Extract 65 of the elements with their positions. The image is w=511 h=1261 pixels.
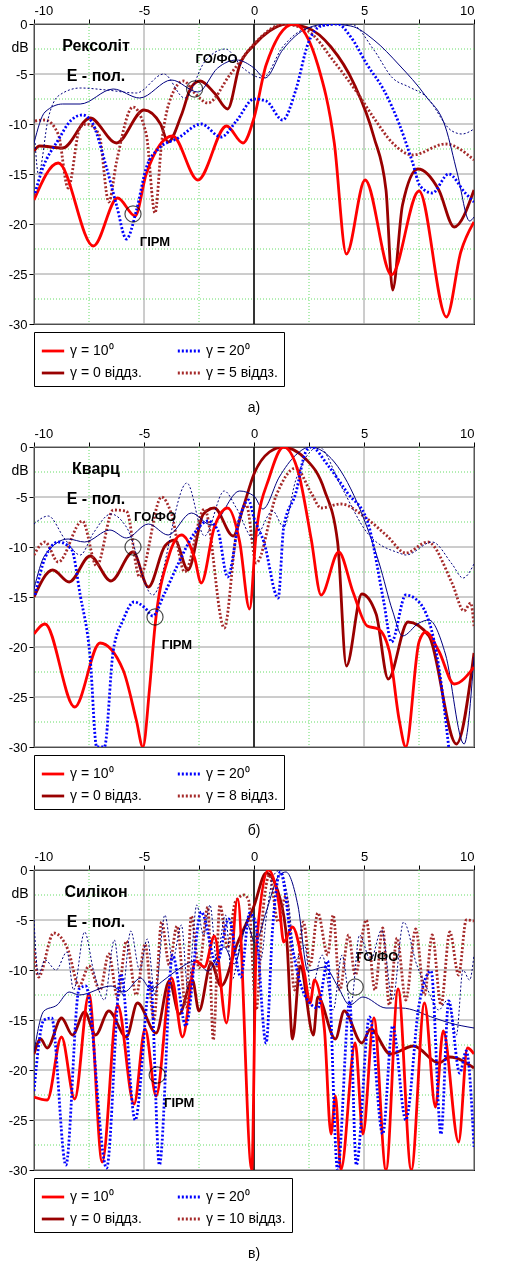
y-tick-label: -5 bbox=[15, 489, 28, 505]
legend-label: γ = 20⁰ bbox=[206, 1188, 250, 1204]
y-axis-title: dB bbox=[11, 884, 29, 901]
legend-label: γ = 0 віддз. bbox=[70, 364, 142, 380]
y-tick-label: -25 bbox=[8, 689, 28, 705]
x-tick-label: 10 bbox=[460, 2, 475, 18]
annotation: ГО/ФО bbox=[195, 51, 238, 66]
legend-label: γ = 10⁰ bbox=[70, 342, 114, 358]
y-tick-label: -5 bbox=[15, 66, 28, 82]
x-tick-label: -5 bbox=[138, 2, 151, 18]
x-tick-label: 0 bbox=[250, 2, 259, 18]
x-tick-label: -10 bbox=[34, 2, 54, 18]
legend-label: γ = 10 віддз. bbox=[206, 1210, 286, 1226]
legend-label: γ = 10⁰ bbox=[70, 765, 114, 781]
legend-label: γ = 5 віддз. bbox=[206, 364, 278, 380]
x-tick-label: 0 bbox=[250, 425, 259, 441]
x-tick-label: -5 bbox=[138, 425, 151, 441]
y-tick-label: -30 bbox=[8, 316, 28, 332]
y-tick-label: -10 bbox=[8, 539, 28, 555]
y-tick-label: -20 bbox=[8, 1062, 28, 1078]
annotation: ГІРМ bbox=[139, 234, 171, 249]
x-tick-label: 10 bbox=[460, 848, 475, 864]
y-tick-label: -20 bbox=[8, 216, 28, 232]
text: б) bbox=[247, 821, 261, 838]
y-tick-label: -5 bbox=[15, 912, 28, 928]
y-tick-label: -15 bbox=[8, 1012, 28, 1028]
y-tick-label: -10 bbox=[8, 116, 28, 132]
x-tick-label: -10 bbox=[34, 848, 54, 864]
annotation: E - пол. bbox=[66, 490, 126, 507]
y-tick-label: -30 bbox=[8, 739, 28, 755]
legend-label: γ = 20⁰ bbox=[206, 765, 250, 781]
annotation: ГІРМ bbox=[164, 1095, 195, 1110]
annotation: Силікон bbox=[64, 883, 128, 900]
annotation: Рексоліт bbox=[62, 37, 131, 54]
x-tick-label: 10 bbox=[460, 425, 475, 441]
y-tick-label: -30 bbox=[8, 1162, 28, 1178]
y-tick-label: 0 bbox=[20, 16, 28, 32]
annotation: ГО/ФО bbox=[133, 509, 177, 524]
y-tick-label: 0 bbox=[20, 439, 28, 455]
y-tick-label: 0 bbox=[20, 862, 28, 878]
y-tick-label: -25 bbox=[8, 1112, 28, 1128]
text: а) bbox=[247, 398, 261, 415]
x-tick-label: -5 bbox=[138, 848, 151, 864]
annotation: E - пол. bbox=[66, 913, 126, 930]
annotation: E - пол. bbox=[66, 67, 126, 84]
legend-label: γ = 0 віддз. bbox=[70, 787, 142, 803]
annotation: Кварц bbox=[72, 460, 121, 477]
y-axis-title: dB bbox=[11, 38, 29, 55]
x-tick-label: 5 bbox=[360, 848, 369, 864]
y-axis-title: dB bbox=[11, 461, 29, 478]
x-tick-label: -10 bbox=[34, 425, 54, 441]
legend-label: γ = 0 віддз. bbox=[70, 1210, 142, 1226]
x-tick-label: 5 bbox=[360, 425, 369, 441]
y-tick-label: -25 bbox=[8, 266, 28, 282]
x-tick-label: 0 bbox=[250, 848, 259, 864]
legend-label: γ = 8 віддз. bbox=[206, 787, 278, 803]
y-tick-label: -15 bbox=[8, 166, 28, 182]
y-tick-label: -10 bbox=[8, 962, 28, 978]
y-tick-label: -15 bbox=[8, 589, 28, 605]
x-tick-label: 5 bbox=[360, 2, 369, 18]
text: в) bbox=[247, 1244, 261, 1261]
legend-label: γ = 20⁰ bbox=[206, 342, 250, 358]
legend-label: γ = 10⁰ bbox=[70, 1188, 114, 1204]
annotation: ГІРМ bbox=[161, 637, 193, 652]
y-tick-label: -20 bbox=[8, 639, 28, 655]
